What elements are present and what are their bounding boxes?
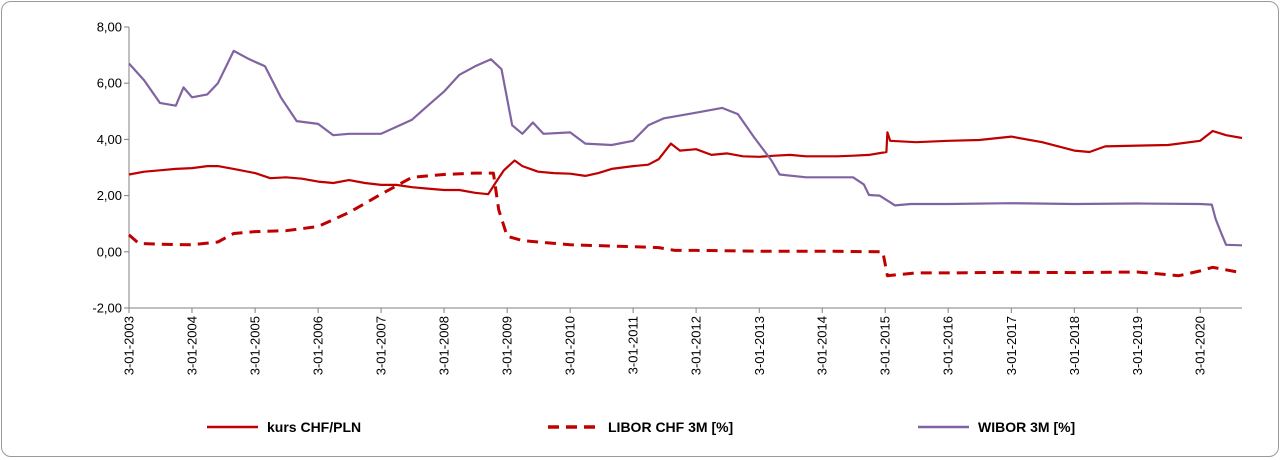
x-tick-label: 3-01-2019 [1130,316,1145,375]
y-axis: -2,00 0,00 2,00 4,00 6,00 8,00 [92,20,130,316]
legend-label: LIBOR CHF 3M [%] [608,419,733,435]
legend: kurs CHF/PLN LIBOR CHF 3M [%] WIBOR 3M [%] [207,419,1075,435]
x-axis: 3-01-2003 3-01-2004 3-01-2005 3-01-2006 3-01… [122,307,1242,375]
legend-label: WIBOR 3M [%] [978,419,1075,435]
x-tick-label: 3-01-2008 [437,316,452,375]
x-tick-label: 3-01-2016 [941,316,956,375]
series-line-wibor-3m [128,49,1243,247]
x-tick-label: 3-01-2017 [1004,316,1019,375]
y-tick-label: 4,00 [97,132,122,147]
x-tick-label: 3-01-2013 [752,316,767,375]
x-tick-label: 3-01-2006 [311,316,326,375]
series-line-kurs-chf-pln [128,129,1243,196]
x-tick-label: 3-01-2015 [878,316,893,375]
legend-label: kurs CHF/PLN [267,419,361,435]
y-tick-label: 2,00 [97,188,122,203]
x-tick-label: 3-01-2012 [689,316,704,375]
x-tick-label: 3-01-2005 [248,316,263,375]
series-line-libor-chf-3m [128,171,1243,278]
x-tick-label: 3-01-2011 [626,316,641,374]
x-tick-label: 3-01-2009 [500,316,515,375]
x-tick-label: 3-01-2010 [563,316,578,375]
x-tick-label: 3-01-2014 [815,316,830,375]
y-tick-label: -2,00 [92,301,122,316]
y-tick-label: 6,00 [97,76,122,91]
series-lines [128,49,1243,278]
x-tick-label: 3-01-2003 [122,316,137,375]
x-tick-label: 3-01-2020 [1193,316,1208,375]
y-tick-label: 8,00 [97,20,122,35]
x-tick-label: 3-01-2007 [374,316,389,375]
x-tick-label: 3-01-2018 [1067,316,1082,375]
y-tick-label: 0,00 [97,244,122,259]
x-tick-label: 3-01-2004 [184,316,199,375]
